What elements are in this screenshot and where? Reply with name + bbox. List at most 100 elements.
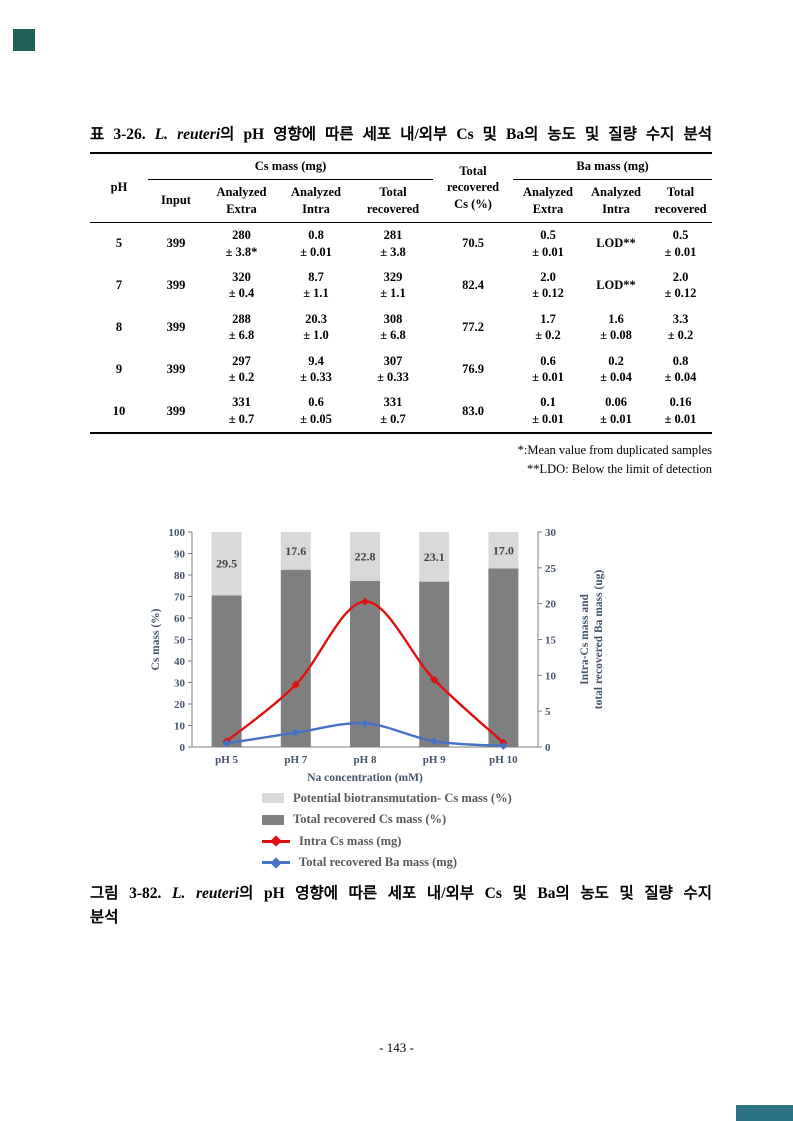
cell-ba-total: 3.3 ± 0.2 bbox=[667, 311, 694, 343]
cell-cs-total: 307 ± 0.33 bbox=[377, 353, 409, 385]
legend-swatch-dark-gray-box bbox=[262, 814, 284, 825]
table-header-row-sub: Input Analyzed Extra Analyzed Intra Tota… bbox=[90, 179, 712, 223]
table-title-suffix: 의 pH 영향에 따른 세포 내/외부 Cs 및 Ba의 농도 및 질량 수지 … bbox=[220, 126, 713, 143]
svg-text:30: 30 bbox=[174, 678, 186, 690]
table-title-prefix: 표 3-26. bbox=[90, 126, 155, 143]
table-row: 7 399 320 ± 0.4 8.7 ± 1.1 329 ± 1.1 82.4… bbox=[90, 264, 712, 306]
chart-legend: Potential biotransmutation- Cs mass (%) … bbox=[262, 791, 512, 870]
figure-caption-suffix: 의 pH 영향에 따른 세포 내/외부 Cs 및 Ba의 농도 및 질량 수지 bbox=[239, 885, 713, 902]
svg-text:23.1: 23.1 bbox=[424, 550, 445, 564]
col-header-ph: pH bbox=[90, 153, 148, 223]
footnote-mean-value: *:Mean value from duplicated samples bbox=[517, 443, 712, 457]
cell-cs-extra: 320 ± 0.4 bbox=[228, 269, 255, 301]
cell-cs-pct: 83.0 bbox=[462, 403, 484, 418]
svg-text:pH 7: pH 7 bbox=[284, 754, 307, 766]
cell-ba-extra: 0.1 ± 0.01 bbox=[532, 395, 564, 427]
cell-ph: 10 bbox=[112, 403, 126, 418]
legend-swatch-light-gray-box bbox=[262, 793, 284, 803]
svg-text:25: 25 bbox=[545, 563, 557, 575]
figure-caption-species: L. reuteri bbox=[172, 885, 240, 902]
cell-ba-intra: 0.2 ± 0.04 bbox=[600, 353, 632, 385]
svg-text:10: 10 bbox=[174, 721, 186, 733]
cell-input: 399 bbox=[166, 403, 186, 418]
svg-text:15: 15 bbox=[545, 635, 557, 647]
scan-footer-bar bbox=[736, 1105, 793, 1121]
col-header-cs-analyzed-intra: Analyzed Intra bbox=[279, 179, 353, 223]
svg-text:pH 5: pH 5 bbox=[215, 754, 238, 766]
cell-cs-total: 331 ± 0.7 bbox=[380, 395, 406, 427]
svg-text:90: 90 bbox=[174, 549, 186, 561]
svg-text:Na concentration (mM): Na concentration (mM) bbox=[307, 772, 423, 784]
svg-text:22.8: 22.8 bbox=[355, 550, 376, 564]
table-row: 9 399 297 ± 0.2 9.4 ± 0.33 307 ± 0.33 76… bbox=[90, 348, 712, 390]
cell-input: 399 bbox=[166, 236, 186, 251]
figure-caption-line2: 분석 bbox=[90, 909, 119, 927]
cell-ba-extra: 0.5 ± 0.01 bbox=[532, 227, 564, 259]
cell-ph: 9 bbox=[115, 361, 123, 376]
svg-text:0: 0 bbox=[180, 742, 186, 754]
cell-cs-extra: 288 ± 6.8 bbox=[228, 311, 255, 343]
col-header-ba-analyzed-intra: Analyzed Intra bbox=[583, 179, 649, 223]
svg-text:0: 0 bbox=[545, 742, 551, 754]
svg-text:Cs mass (%): Cs mass (%) bbox=[150, 608, 162, 670]
svg-text:5: 5 bbox=[545, 706, 551, 718]
table-title-species: L. reuteri bbox=[154, 126, 221, 143]
cell-ba-extra: 2.0 ± 0.12 bbox=[532, 269, 564, 301]
table-row: 10 399 331 ± 0.7 0.6 ± 0.05 331 ± 0.7 83… bbox=[90, 390, 712, 433]
cell-cs-pct: 70.5 bbox=[462, 236, 484, 251]
cell-ba-extra: 0.6 ± 0.01 bbox=[532, 353, 564, 385]
cell-cs-extra: 297 ± 0.2 bbox=[228, 353, 255, 385]
col-header-ba-total-recovered: Total recovered bbox=[649, 179, 712, 223]
cell-ba-intra: LOD** bbox=[596, 277, 636, 292]
svg-text:Intra-Cs mass and: Intra-Cs mass and bbox=[579, 594, 591, 685]
cell-ba-intra: LOD** bbox=[596, 236, 636, 251]
mass-balance-table: pH Cs mass (mg) Total recovered Cs (%) B… bbox=[90, 152, 712, 435]
cell-ba-intra: 1.6 ± 0.08 bbox=[600, 311, 632, 343]
cell-cs-extra: 331 ± 0.7 bbox=[228, 395, 255, 427]
svg-text:pH 8: pH 8 bbox=[354, 754, 377, 766]
scan-corner-square bbox=[13, 29, 35, 51]
svg-text:40: 40 bbox=[174, 656, 186, 668]
page-number: - 143 - bbox=[379, 1040, 414, 1055]
cell-ba-intra: 0.06 ± 0.01 bbox=[600, 395, 632, 427]
cell-cs-pct: 82.4 bbox=[462, 277, 484, 292]
table-header-row-groups: pH Cs mass (mg) Total recovered Cs (%) B… bbox=[90, 153, 712, 223]
cell-cs-extra: 280 ± 3.8* bbox=[225, 227, 258, 259]
figure-caption: 그림 3-82. L. reuteri의 pH 영향에 따른 세포 내/외부 C… bbox=[90, 882, 712, 930]
legend-item-total-recovered-ba: Total recovered Ba mass (mg) bbox=[262, 855, 512, 870]
col-group-cs-mass: Cs mass (mg) bbox=[148, 153, 433, 180]
figure-caption-prefix: 그림 3-82. bbox=[90, 885, 173, 902]
svg-text:29.5: 29.5 bbox=[216, 557, 237, 571]
svg-text:50: 50 bbox=[174, 635, 186, 647]
svg-text:60: 60 bbox=[174, 613, 186, 625]
svg-text:20: 20 bbox=[545, 599, 557, 611]
svg-text:total recovered Ba mass (ug): total recovered Ba mass (ug) bbox=[593, 570, 605, 710]
svg-text:10: 10 bbox=[545, 670, 557, 682]
legend-item-total-recovered-cs: Total recovered Cs mass (%) bbox=[262, 812, 512, 827]
cell-cs-total: 308 ± 6.8 bbox=[380, 311, 406, 343]
table-row: 8 399 288 ± 6.8 20.3 ± 1.0 308 ± 6.8 77.… bbox=[90, 306, 712, 348]
col-header-total-recovered-cs: Total recovered Cs (%) bbox=[433, 153, 513, 223]
cell-input: 399 bbox=[166, 277, 186, 292]
cell-ba-total: 0.5 ± 0.01 bbox=[664, 227, 697, 259]
cell-input: 399 bbox=[166, 319, 186, 334]
legend-item-intra-cs: Intra Cs mass (mg) bbox=[262, 834, 512, 848]
table-footnotes: *:Mean value from duplicated samples **L… bbox=[90, 441, 712, 480]
cell-cs-total: 281 ± 3.8 bbox=[380, 227, 406, 259]
table-row: 5 399 280 ± 3.8* 0.8 ± 0.01 281 ± 3.8 70… bbox=[90, 222, 712, 264]
cell-ba-total: 0.16 ± 0.01 bbox=[664, 395, 697, 427]
svg-text:100: 100 bbox=[169, 527, 186, 539]
col-header-input: Input bbox=[148, 179, 204, 223]
legend-label: Total recovered Cs mass (%) bbox=[293, 812, 447, 826]
cell-cs-intra: 0.8 ± 0.01 bbox=[300, 227, 332, 259]
cell-ph: 7 bbox=[115, 277, 123, 292]
legend-swatch-red-line-marker bbox=[262, 835, 290, 847]
svg-text:70: 70 bbox=[174, 592, 186, 604]
col-header-cs-analyzed-extra: Analyzed Extra bbox=[204, 179, 279, 223]
svg-text:pH 10: pH 10 bbox=[489, 754, 518, 766]
svg-text:17.0: 17.0 bbox=[493, 543, 514, 557]
cell-cs-intra: 9.4 ± 0.33 bbox=[300, 353, 332, 385]
cell-cs-intra: 0.6 ± 0.05 bbox=[300, 395, 332, 427]
legend-item-potential-biotransmutation: Potential biotransmutation- Cs mass (%) bbox=[262, 791, 512, 805]
